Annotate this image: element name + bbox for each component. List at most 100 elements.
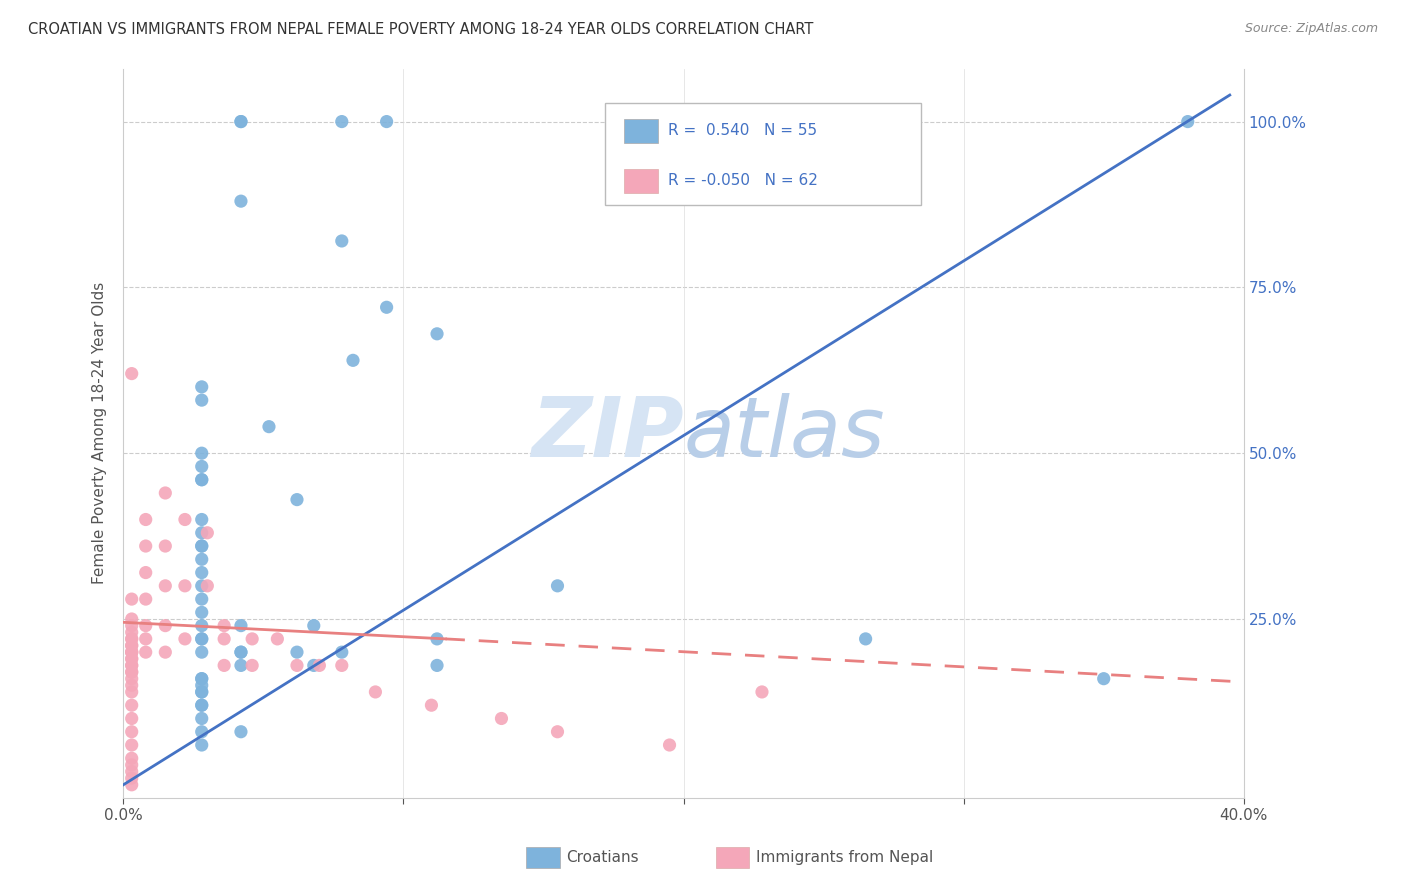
Point	[190, 552, 212, 566]
Point	[375, 300, 398, 314]
Point	[195, 525, 218, 540]
Point	[135, 618, 157, 632]
Point	[121, 672, 143, 686]
Point	[1177, 114, 1199, 128]
Text: ZIP: ZIP	[531, 392, 683, 474]
Point	[190, 459, 212, 474]
Point	[547, 724, 569, 739]
Point	[426, 632, 449, 646]
Point	[121, 771, 143, 785]
Point	[135, 566, 157, 580]
Point	[420, 698, 443, 713]
Point	[426, 326, 449, 341]
Point	[212, 618, 235, 632]
Point	[195, 579, 218, 593]
Point	[229, 618, 252, 632]
Point	[155, 579, 177, 593]
Point	[190, 579, 212, 593]
Point	[135, 592, 157, 607]
Point	[285, 645, 308, 659]
Point	[121, 625, 143, 640]
Point	[190, 738, 212, 752]
Point	[855, 632, 877, 646]
Point	[121, 639, 143, 653]
Point	[121, 678, 143, 692]
Point	[190, 473, 212, 487]
Point	[308, 658, 330, 673]
Point	[121, 367, 143, 381]
Point	[135, 632, 157, 646]
Point	[190, 711, 212, 725]
Point	[190, 632, 212, 646]
Point	[121, 652, 143, 666]
Point	[190, 678, 212, 692]
Text: CROATIAN VS IMMIGRANTS FROM NEPAL FEMALE POVERTY AMONG 18-24 YEAR OLDS CORRELATI: CROATIAN VS IMMIGRANTS FROM NEPAL FEMALE…	[28, 22, 814, 37]
Point	[229, 194, 252, 209]
Point	[155, 539, 177, 553]
Point	[229, 114, 252, 128]
Point	[121, 665, 143, 679]
Point	[190, 380, 212, 394]
Point	[174, 512, 197, 526]
Point	[190, 724, 212, 739]
Point	[190, 512, 212, 526]
Point	[302, 618, 325, 632]
Point	[121, 632, 143, 646]
Point	[135, 512, 157, 526]
Point	[364, 685, 387, 699]
Point	[229, 645, 252, 659]
Point	[190, 393, 212, 408]
Point	[302, 658, 325, 673]
Point	[121, 658, 143, 673]
Point	[135, 645, 157, 659]
Text: Source: ZipAtlas.com: Source: ZipAtlas.com	[1244, 22, 1378, 36]
Text: Immigrants from Nepal: Immigrants from Nepal	[756, 850, 934, 864]
Point	[658, 738, 681, 752]
Point	[121, 764, 143, 779]
Point	[190, 539, 212, 553]
Point	[229, 645, 252, 659]
Point	[190, 685, 212, 699]
Point	[212, 658, 235, 673]
Point	[426, 658, 449, 673]
Point	[121, 652, 143, 666]
Point	[190, 618, 212, 632]
Text: Croatians: Croatians	[567, 850, 640, 864]
Point	[190, 592, 212, 607]
Point	[121, 645, 143, 659]
Point	[229, 724, 252, 739]
Point	[342, 353, 364, 368]
Point	[155, 486, 177, 500]
Point	[240, 632, 263, 646]
Point	[751, 685, 773, 699]
Text: R =  0.540   N = 55: R = 0.540 N = 55	[668, 123, 817, 138]
Point	[1092, 672, 1115, 686]
Point	[121, 612, 143, 626]
Text: atlas: atlas	[683, 392, 886, 474]
Point	[285, 492, 308, 507]
Point	[491, 711, 513, 725]
Point	[155, 618, 177, 632]
Point	[121, 639, 143, 653]
Point	[330, 658, 353, 673]
Point	[121, 711, 143, 725]
Point	[229, 658, 252, 673]
Point	[121, 698, 143, 713]
Point	[190, 446, 212, 460]
Point	[547, 579, 569, 593]
Point	[190, 698, 212, 713]
Point	[229, 114, 252, 128]
Point	[121, 758, 143, 772]
Point	[190, 685, 212, 699]
Point	[190, 645, 212, 659]
Point	[240, 658, 263, 673]
Point	[121, 665, 143, 679]
Point	[190, 606, 212, 620]
Y-axis label: Female Poverty Among 18-24 Year Olds: Female Poverty Among 18-24 Year Olds	[93, 282, 107, 584]
Point	[121, 618, 143, 632]
Point	[135, 539, 157, 553]
Point	[121, 778, 143, 792]
Point	[190, 632, 212, 646]
Point	[121, 685, 143, 699]
Point	[375, 114, 398, 128]
